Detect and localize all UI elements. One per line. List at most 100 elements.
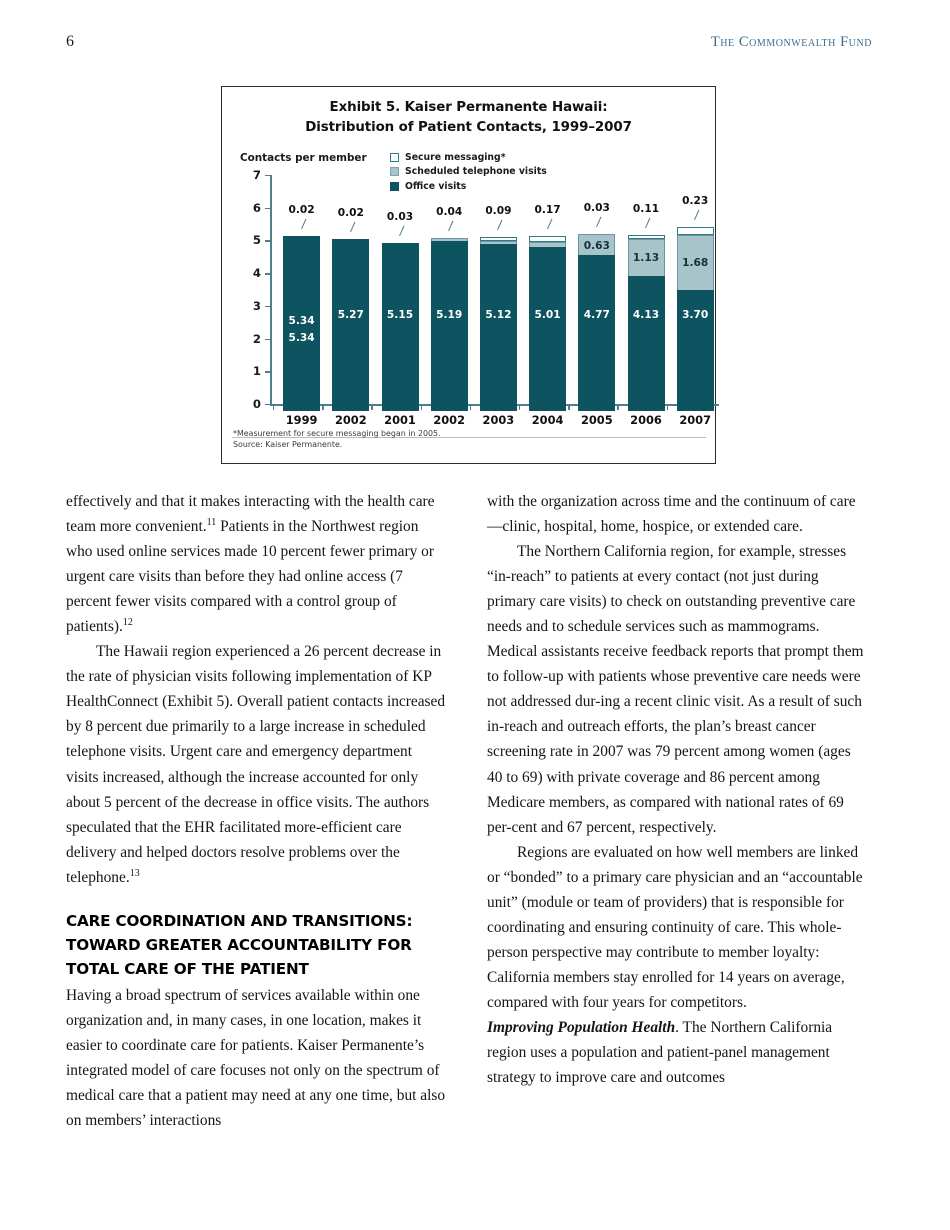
bar-value-office-visits: 5.27 (337, 309, 364, 321)
bar-group: 3.70 1.68 (676, 182, 714, 411)
y-axis-tick (265, 273, 271, 275)
page-number: 6 (66, 33, 74, 50)
text-column-left: effectively and that it makes interactin… (66, 489, 447, 1133)
bar-group: 5.15 (381, 182, 419, 411)
body-paragraph: Having a broad spectrum of services avai… (66, 986, 446, 1129)
bar-value-scheduled-telephone: 0.63 (583, 239, 610, 252)
legend-label-office-visits: Office visits (405, 180, 467, 192)
bar-segment-office-visits (578, 254, 616, 411)
x-axis-tick-label: 2004 (531, 413, 564, 427)
x-axis-tick-label: 1999 (285, 413, 318, 427)
plot-area: 0 1 2 3 4 5 6 7 5.34 5.34 5.27 5.15 5.19 5.12 5.01 4.7… (244, 168, 719, 427)
y-axis-tick (265, 305, 271, 308)
chart-title: Exhibit 5. Kaiser Permanente Hawaii: Dis… (222, 98, 715, 138)
y-axis-title: Contacts per member (240, 152, 367, 164)
bar-segment-secure-messaging (479, 236, 517, 241)
x-axis-tick-label: 2005 (580, 413, 613, 427)
body-paragraph: with the organization across time and th… (487, 493, 856, 536)
bar-group: 5.01 (529, 182, 567, 411)
x-axis-tick (568, 405, 570, 410)
bar-segment-office-visits (430, 241, 468, 411)
y-axis-tick-label: 4 (252, 266, 261, 281)
chart-title-line2: Distribution of Patient Contacts, 1999–2… (305, 120, 632, 135)
body-columns: effectively and that it makes interactin… (66, 489, 872, 1169)
legend-swatch-secure-messaging-icon (390, 152, 399, 162)
y-axis-tick (265, 175, 271, 177)
bar-segment-office-visits (676, 289, 714, 411)
bar-value-office-visits-duplicate: 5.34 (288, 332, 315, 344)
legend-swatch-scheduled-telephone-icon (390, 167, 399, 177)
bar-value-office-visits: 5.34 (288, 315, 315, 327)
bar-group: 5.34 5.34 (283, 182, 321, 411)
x-axis-tick (469, 405, 472, 410)
x-axis-tick (273, 405, 275, 410)
bar-value-scheduled-telephone: 1.13 (632, 252, 660, 265)
bar-segment-scheduled-telephone (578, 234, 616, 255)
x-axis-tick (371, 405, 373, 410)
bar-group: 4.13 1.13 (627, 182, 665, 411)
x-axis-tick-label: 2003 (482, 413, 515, 427)
legend-item-secure-messaging: Secure messaging* (390, 150, 547, 165)
legend-label-secure-messaging: Secure messaging* (405, 151, 506, 163)
y-axis-tick-label: 7 (252, 168, 261, 182)
publication-name: The Commonwealth Fund (710, 34, 872, 50)
bar-segment-scheduled-telephone (676, 235, 714, 290)
body-paragraph: Regions are evaluated on how well member… (487, 843, 863, 1011)
bar-value-office-visits: 5.19 (436, 309, 463, 321)
chart-legend: Secure messaging* Scheduled telephone vi… (390, 150, 547, 194)
x-axis-tick-label: 2006 (630, 413, 662, 427)
x-axis-tick-label: 2002 (334, 413, 367, 427)
bar-segment-secure-messaging (529, 236, 567, 242)
y-axis-tick (265, 338, 271, 340)
running-head: 6 The Commonwealth Fund (66, 33, 872, 53)
bar-segment-office-visits (381, 242, 419, 411)
bar-segment-office-visits (332, 238, 370, 411)
body-paragraph: Improving Population Health. The Norther… (487, 1018, 833, 1087)
bar-value-secure-messaging: 0.03 (583, 202, 610, 215)
x-axis-tick-label: 2002 (433, 413, 466, 427)
x-axis-tick (519, 405, 521, 410)
bar-value-office-visits: 4.13 (632, 309, 660, 321)
legend-label-scheduled-telephone-visits: Scheduled telephone visits (405, 166, 547, 178)
y-axis-tick (265, 404, 271, 406)
legend-item-office-visits: Office visits (390, 179, 547, 194)
y-axis-tick (265, 371, 271, 373)
bar-value-secure-messaging: 0.02 (337, 206, 364, 219)
y-axis-line (270, 175, 272, 405)
y-axis-tick-label: 3 (252, 298, 261, 313)
section-heading: CARE COORDINATION AND TRANSITIONS: TOWAR… (66, 911, 413, 978)
bar-value-scheduled-telephone: 1.68 (682, 257, 709, 270)
bar-group: 5.19 (430, 182, 468, 411)
legend-item-scheduled-telephone-visits: Scheduled telephone visits (390, 165, 547, 180)
x-axis-tick-label: 2001 (384, 413, 416, 427)
bar-value-secure-messaging: 0.17 (534, 203, 561, 216)
x-axis-tick (420, 405, 422, 410)
figure-divider (232, 437, 706, 438)
bar-group: 5.27 (332, 182, 370, 411)
chart-note-footnote: *Measurement for secure messaging began … (233, 429, 441, 438)
bar-segment-office-visits (283, 236, 321, 411)
bar-value-office-visits: 4.77 (583, 309, 610, 321)
bar-value-office-visits: 5.01 (534, 309, 561, 321)
x-axis-tick (322, 405, 324, 410)
bar-segment-scheduled-telephone (479, 240, 517, 244)
body-paragraph: The Northern California region, for exam… (487, 543, 864, 836)
bar-group: 4.77 0.63 (578, 182, 616, 411)
exhibit-figure: Exhibit 5. Kaiser Permanente Hawaii: Dis… (221, 86, 719, 464)
bar-value-secure-messaging: 0.02 (288, 204, 315, 217)
bar-segment-scheduled-telephone (430, 238, 468, 242)
bar-segment-secure-messaging (627, 234, 665, 239)
chart-title-line1: Exhibit 5. Kaiser Permanente Hawaii: (329, 100, 608, 115)
y-axis-tick (265, 240, 271, 242)
bar-value-secure-messaging: 0.09 (485, 204, 512, 217)
bar-segment-secure-messaging (676, 227, 714, 235)
bar-value-secure-messaging: 0.23 (682, 195, 709, 208)
x-axis-tick (666, 405, 668, 410)
bar-segment-scheduled-telephone (529, 241, 567, 248)
y-axis-tick-label: 5 (252, 233, 261, 248)
legend-swatch-office-visits-icon (390, 181, 399, 191)
bar-group: 5.12 (479, 182, 517, 411)
bar-value-office-visits: 5.12 (485, 309, 512, 321)
bar-value-secure-messaging: 0.03 (386, 210, 414, 223)
bar-value-secure-messaging: 0.04 (436, 206, 463, 219)
